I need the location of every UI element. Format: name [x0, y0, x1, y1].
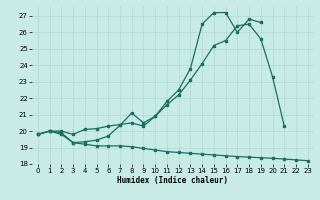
X-axis label: Humidex (Indice chaleur): Humidex (Indice chaleur) — [117, 176, 228, 185]
